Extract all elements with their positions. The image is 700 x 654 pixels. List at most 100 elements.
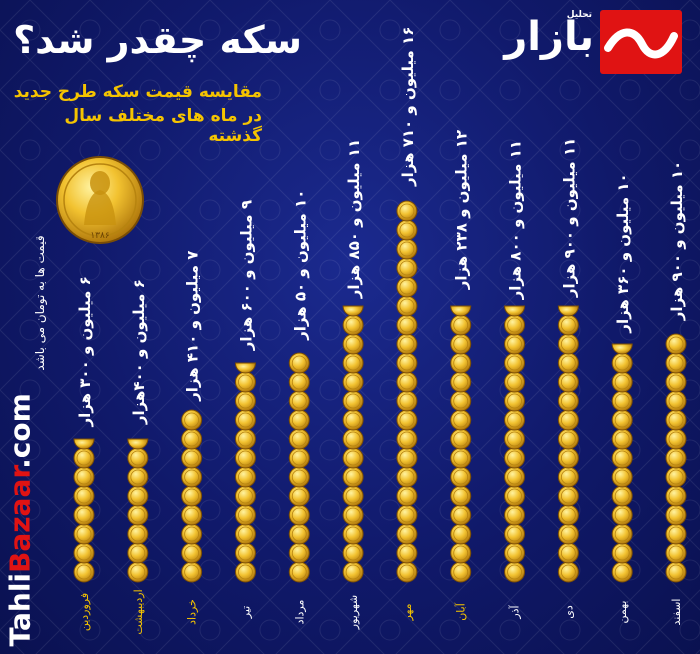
coin-rim bbox=[238, 488, 253, 504]
coin-rim bbox=[453, 412, 469, 428]
category-label: شهریور bbox=[347, 595, 360, 630]
coin-rim bbox=[507, 526, 522, 542]
coin-rim bbox=[614, 450, 630, 466]
coin-rim bbox=[507, 450, 522, 466]
coin-rim bbox=[507, 431, 522, 447]
coin-rim bbox=[76, 507, 92, 523]
coin-rim bbox=[507, 355, 522, 371]
bar bbox=[611, 343, 633, 583]
category-label: تیر bbox=[239, 606, 252, 619]
coin-rim bbox=[560, 564, 576, 580]
coin-rim bbox=[399, 450, 415, 466]
coin-rim bbox=[560, 412, 576, 428]
coin-rim bbox=[614, 507, 630, 523]
coin-rim bbox=[453, 393, 469, 409]
category-label: فروردین bbox=[78, 593, 91, 631]
coin-half-icon bbox=[234, 362, 256, 374]
logo-wave-icon bbox=[604, 28, 678, 59]
coin-rim bbox=[614, 355, 630, 371]
bar bbox=[557, 305, 579, 583]
coin-rim bbox=[399, 545, 415, 561]
coin-rim bbox=[507, 412, 522, 428]
coin-rim bbox=[614, 393, 630, 409]
value-label: ۱۱ میلیون و ۹۰۰ هزار bbox=[560, 138, 578, 298]
bar bbox=[234, 362, 256, 583]
coin-rim bbox=[184, 412, 200, 428]
coin-half-icon bbox=[127, 438, 149, 450]
coin-rim bbox=[453, 317, 469, 333]
coin-rim bbox=[668, 507, 684, 523]
coin-half-icon bbox=[504, 305, 526, 317]
coin-rim bbox=[399, 564, 415, 580]
coin-rim bbox=[507, 488, 522, 504]
coin-rim bbox=[668, 431, 684, 447]
bar bbox=[450, 305, 472, 583]
coin-rim bbox=[399, 222, 415, 238]
coin-rim bbox=[507, 317, 522, 333]
coin-rim bbox=[399, 488, 415, 504]
coin-rim bbox=[76, 450, 92, 466]
coin-rim bbox=[453, 469, 469, 485]
coin-rim bbox=[238, 450, 253, 466]
category-label: آبان bbox=[454, 602, 468, 620]
coin-rim bbox=[668, 545, 684, 561]
value-label: ۱۰ میلیون و ۳۶۰ هزار bbox=[614, 173, 632, 333]
coin-rim bbox=[345, 450, 361, 466]
coin-rim bbox=[184, 431, 200, 447]
coin-half-icon bbox=[450, 305, 472, 317]
coin-rim bbox=[453, 374, 469, 390]
category-label: مهر bbox=[401, 603, 414, 621]
bar bbox=[342, 305, 364, 583]
coin-rim bbox=[668, 355, 684, 371]
coin-rim bbox=[668, 393, 684, 409]
coin-rim bbox=[345, 564, 361, 580]
coin-rim bbox=[399, 260, 415, 276]
coin-rim bbox=[614, 374, 630, 390]
coin-rim bbox=[345, 469, 361, 485]
coin-rim bbox=[560, 431, 576, 447]
coin-rim bbox=[184, 469, 200, 485]
coin-rim bbox=[291, 393, 307, 409]
hero-coin-icon: ۱۳۸۶ bbox=[56, 156, 144, 244]
coin-rim bbox=[560, 469, 576, 485]
coin-rim bbox=[399, 526, 415, 542]
coin-rim bbox=[668, 564, 684, 580]
coin-rim bbox=[238, 526, 253, 542]
coin-rim bbox=[668, 450, 684, 466]
coin-rim bbox=[130, 488, 146, 504]
coin-rim bbox=[345, 526, 361, 542]
coin-rim bbox=[184, 564, 200, 580]
value-label: ۱۰ میلیون و ۹۰۰ هزار bbox=[668, 161, 686, 321]
coin-rim bbox=[238, 412, 253, 428]
value-label: ۱۰ میلیون و ۵۰ هزار bbox=[291, 190, 309, 341]
coin-rim bbox=[345, 374, 361, 390]
coin-rim bbox=[76, 526, 92, 542]
coin-rim bbox=[291, 507, 307, 523]
coin-rim bbox=[560, 374, 576, 390]
coin-half-icon bbox=[557, 305, 579, 317]
coin-rim bbox=[345, 507, 361, 523]
coin-rim bbox=[668, 488, 684, 504]
coin-rim bbox=[130, 545, 146, 561]
coin-rim bbox=[345, 412, 361, 428]
coin-rim bbox=[184, 450, 200, 466]
coin-rim bbox=[130, 469, 146, 485]
coin-rim bbox=[184, 526, 200, 542]
coin-rim bbox=[291, 564, 307, 580]
coin-rim bbox=[345, 431, 361, 447]
value-label: ۶ میلیون و ۳۰۰ هزار bbox=[76, 276, 94, 427]
category-label: خرداد bbox=[186, 599, 199, 625]
value-label: ۹ میلیون و ۶۰۰ هزار bbox=[237, 200, 255, 351]
coin-rim bbox=[399, 507, 415, 523]
bar bbox=[73, 438, 95, 583]
coin-rim bbox=[614, 469, 630, 485]
coin-half-icon bbox=[73, 438, 95, 450]
value-label: ۷ میلیون و ۴۱۰ هزار bbox=[184, 251, 202, 402]
bar bbox=[181, 409, 203, 583]
coin-rim bbox=[453, 450, 469, 466]
coin-rim bbox=[668, 469, 684, 485]
coin-rim bbox=[345, 488, 361, 504]
logo-small-text: تحلیل bbox=[566, 10, 592, 20]
